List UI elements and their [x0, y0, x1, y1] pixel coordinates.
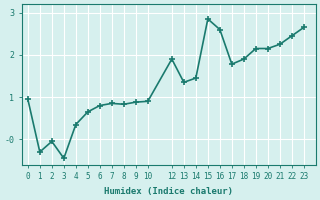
X-axis label: Humidex (Indice chaleur): Humidex (Indice chaleur): [104, 187, 233, 196]
